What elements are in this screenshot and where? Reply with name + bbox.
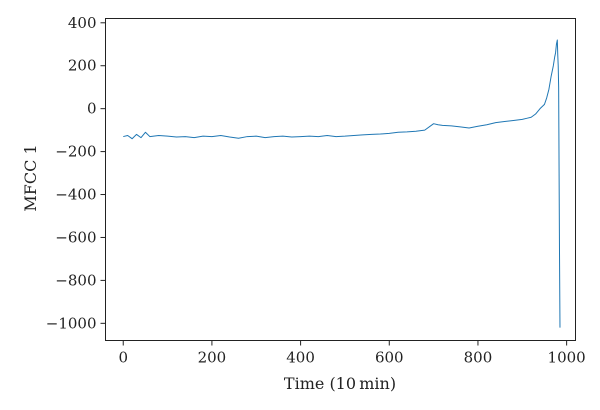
y-tick-label: −200 bbox=[55, 143, 96, 161]
x-axis-label: Time (10 min) bbox=[284, 374, 396, 393]
y-axis: 400 200 0 −200 −400 −600 −800 −1000 bbox=[46, 14, 106, 332]
y-tick-label: −800 bbox=[55, 271, 96, 289]
x-tick-label: 600 bbox=[375, 349, 404, 367]
y-tick-label: −400 bbox=[55, 186, 96, 204]
series-line bbox=[123, 39, 561, 328]
x-tick-label: 0 bbox=[118, 349, 128, 367]
y-tick-label: −600 bbox=[55, 228, 96, 246]
y-tick-label: −1000 bbox=[46, 314, 97, 332]
y-axis-label: MFCC 1 bbox=[21, 144, 40, 211]
plot-frame bbox=[105, 18, 576, 341]
y-tick-label: 0 bbox=[87, 100, 97, 118]
y-tick-label: 400 bbox=[68, 14, 97, 32]
x-axis: 0 200 400 600 800 1000 bbox=[118, 340, 586, 367]
series-layer bbox=[123, 39, 561, 328]
x-tick-label: 200 bbox=[198, 349, 227, 367]
x-tick-label: 1000 bbox=[548, 349, 586, 367]
x-tick-label: 800 bbox=[464, 349, 493, 367]
y-tick-label: 200 bbox=[68, 57, 97, 75]
x-tick-label: 400 bbox=[286, 349, 315, 367]
